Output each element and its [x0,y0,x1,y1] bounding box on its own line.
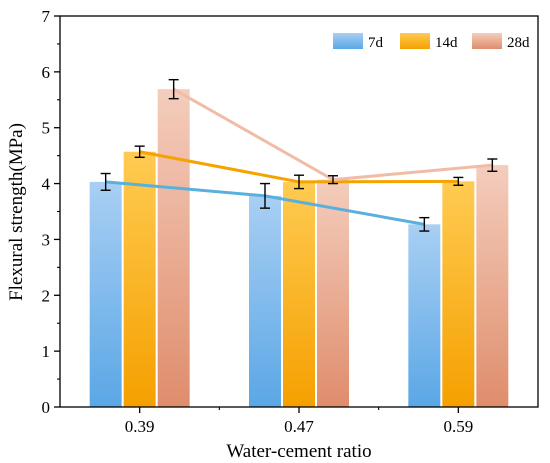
error-bar-28d-0.59 [487,158,498,172]
y-tick-label: 1 [42,342,51,361]
legend-label-14d: 14d [435,35,458,51]
error-bar-28d-0.39 [168,78,179,100]
legend-label-28d: 28d [507,35,530,51]
error-bar-14d-0.47 [294,174,304,190]
y-tick-label: 3 [42,230,51,249]
bar-14d-0.39 [123,151,156,407]
error-bar-14d-0.59 [453,176,464,186]
x-tick-label: 0.39 [125,417,155,436]
legend: 7d 14d 28d [333,33,530,51]
error-bar-7d-0.39 [100,172,111,191]
error-bar-28d-0.47 [328,175,338,185]
y-tick-label: 2 [42,286,51,305]
error-bar-7d-0.59 [419,216,430,232]
x-tick-label: 0.59 [443,417,473,436]
x-axis: 0.39 0.47 0.59 [125,407,473,436]
y-tick-label: 6 [42,63,51,82]
y-tick-label: 0 [42,398,51,417]
bar-7d-0.39 [89,181,122,407]
bar-7d-0.47 [249,195,281,407]
y-axis-title: Flexural strength(MPa) [6,123,27,301]
x-axis-title: Water-cement ratio [226,441,371,462]
bar-14d-0.47 [283,181,315,407]
bar-14d-0.59 [442,181,475,407]
error-bars-group [100,78,498,232]
legend-label-7d: 7d [368,35,384,51]
bar-28d-0.39 [157,89,190,408]
legend-swatch-28d [472,33,502,49]
y-tick-label: 4 [42,175,51,194]
y-axis: 0 1 2 3 4 5 6 7 [42,7,60,417]
legend-swatch-7d [333,33,363,49]
bars-group [89,89,509,408]
bar-7d-0.59 [408,224,441,407]
x-tick-label: 0.47 [284,417,314,436]
legend-swatch-14d [400,33,430,49]
error-bar-7d-0.47 [260,182,270,209]
y-tick-label: 5 [42,119,51,138]
bar-28d-0.47 [317,179,349,407]
error-bar-14d-0.39 [134,145,145,159]
y-tick-label: 7 [42,7,51,26]
bar-28d-0.59 [476,165,509,407]
